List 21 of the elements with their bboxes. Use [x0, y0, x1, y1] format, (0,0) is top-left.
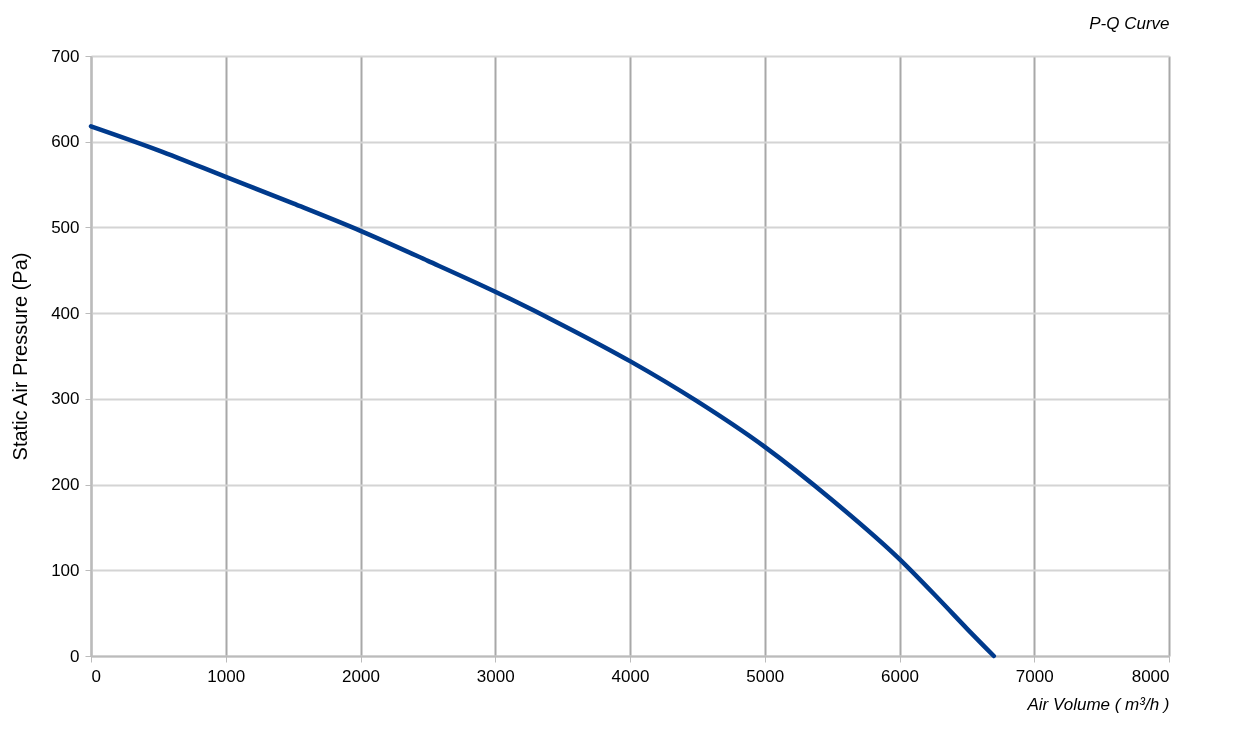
- x-axis-title: Air Volume ( m³/h ): [1026, 694, 1170, 714]
- y-tick-label: 700: [51, 46, 80, 66]
- x-tick-label: 1000: [207, 666, 246, 686]
- y-tick-label: 600: [51, 132, 80, 152]
- x-tick-label: 5000: [746, 666, 785, 686]
- line-series: [88, 124, 997, 659]
- y-tick-label: 200: [51, 475, 80, 495]
- y-tick-label: 300: [51, 389, 80, 409]
- x-tick-label: 6000: [881, 666, 919, 686]
- y-tick-label: 0: [70, 646, 80, 666]
- x-tick-label: 3000: [476, 666, 515, 686]
- y-tick-label: 400: [51, 303, 80, 323]
- x-tick-label: 2000: [342, 666, 380, 686]
- y-tick-label: 100: [51, 560, 80, 580]
- x-tick-label: 7000: [1015, 666, 1054, 686]
- chart-title: P-Q Curve: [1089, 14, 1170, 33]
- x-tick-label: 0: [91, 666, 101, 686]
- y-axis-title: Static Air Pressure (Pa): [9, 252, 32, 461]
- x-tick-label: 4000: [611, 666, 650, 686]
- x-tick-label: 8000: [1131, 666, 1170, 686]
- y-tick-label: 500: [51, 217, 80, 237]
